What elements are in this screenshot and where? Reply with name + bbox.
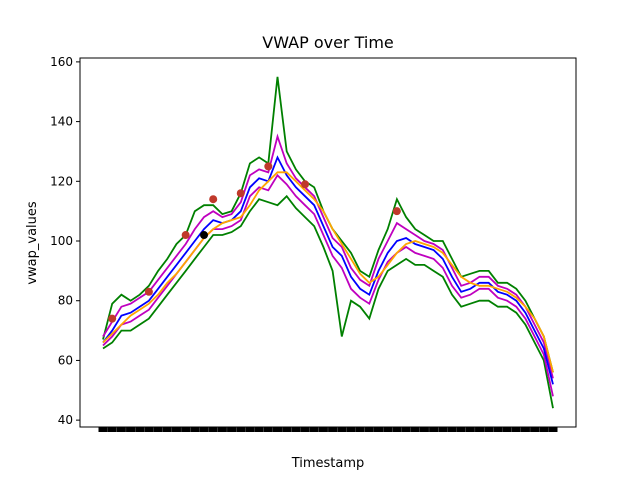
y-axis-label: vwap_values: [25, 201, 40, 285]
y-tick-label: 160: [50, 55, 73, 69]
marker-point: [301, 180, 310, 189]
marker-point: [181, 231, 190, 240]
y-tick-label: 60: [58, 353, 73, 367]
series-line: [102, 133, 554, 379]
marker-point: [144, 287, 153, 296]
y-tick-label: 40: [58, 413, 73, 427]
y-tick-label: 100: [50, 234, 73, 248]
marker-point: [236, 189, 245, 198]
marker-point: [392, 207, 401, 216]
series-line: [102, 194, 554, 409]
chart-title: VWAP over Time: [262, 33, 394, 52]
x-axis-label: Timestamp: [291, 456, 365, 471]
marker-point: [200, 231, 209, 240]
series-line: [102, 171, 554, 373]
marker-point: [108, 314, 117, 323]
y-tick-label: 140: [50, 115, 73, 129]
y-tick-label: 80: [58, 294, 73, 308]
marker-point: [264, 162, 273, 171]
series-line: [102, 155, 554, 385]
y-tick-label: 120: [50, 174, 73, 188]
plot-frame: [79, 57, 577, 428]
marker-point: [209, 195, 218, 204]
series-line: [102, 76, 554, 373]
